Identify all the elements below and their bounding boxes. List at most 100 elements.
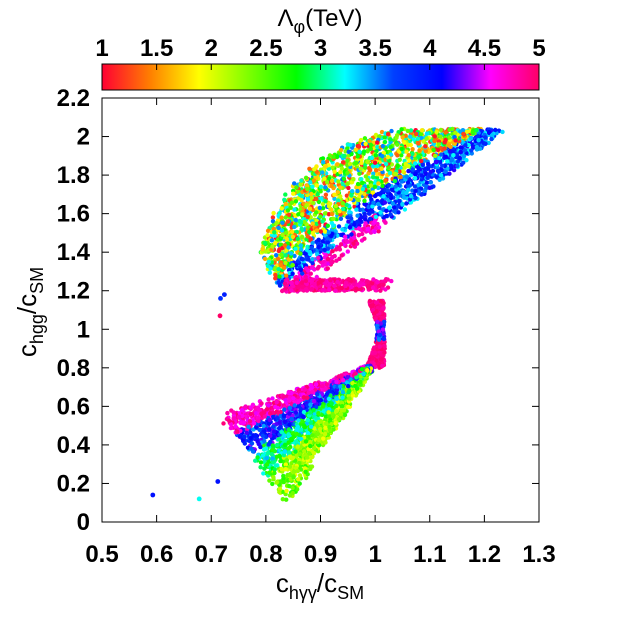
data-point (357, 185, 362, 190)
data-point (366, 211, 372, 216)
data-point (277, 283, 283, 288)
data-point (300, 284, 305, 290)
data-point (386, 165, 391, 170)
data-point (289, 288, 294, 293)
data-point (437, 155, 442, 161)
data-point (345, 158, 350, 164)
data-point (374, 168, 379, 173)
data-point (337, 247, 343, 252)
data-point (384, 208, 389, 213)
data-point (320, 239, 325, 244)
data-point (358, 137, 364, 143)
data-point (299, 178, 304, 183)
data-point (323, 199, 328, 204)
data-point (279, 215, 284, 220)
data-point (357, 171, 362, 176)
data-point (413, 172, 418, 177)
data-point (323, 164, 328, 169)
data-point (410, 151, 415, 157)
data-point (262, 466, 267, 471)
data-point (322, 247, 327, 253)
data-point (432, 134, 437, 139)
data-point (373, 300, 379, 305)
data-point (424, 136, 429, 141)
data-point (372, 219, 377, 224)
data-point (310, 184, 315, 189)
data-point (483, 135, 488, 140)
data-point (419, 128, 425, 133)
data-point (285, 219, 291, 224)
data-point (338, 185, 343, 190)
data-point (299, 427, 304, 432)
data-point (405, 128, 410, 134)
data-point (342, 153, 347, 159)
data-point (298, 220, 304, 225)
data-point (283, 230, 289, 235)
data-point (344, 202, 349, 207)
data-point (339, 400, 344, 405)
data-point (332, 196, 337, 201)
data-point (399, 127, 404, 132)
data-point (404, 190, 409, 196)
data-point (388, 152, 393, 157)
data-point (374, 149, 379, 154)
data-point (322, 211, 328, 216)
data-point (417, 167, 423, 172)
data-point (274, 221, 279, 226)
data-point (275, 256, 281, 262)
data-point (434, 160, 439, 165)
data-point (339, 166, 345, 171)
data-point (297, 473, 303, 478)
data-point (446, 143, 452, 148)
data-point (381, 194, 386, 199)
data-point (292, 181, 297, 186)
data-point (344, 193, 350, 198)
data-point (489, 132, 495, 138)
data-point (334, 409, 339, 414)
data-point (474, 128, 479, 133)
data-point (297, 481, 302, 486)
data-point (365, 177, 370, 183)
data-point (399, 153, 404, 158)
data-point (266, 403, 271, 408)
data-point (299, 280, 305, 285)
data-point (438, 134, 443, 139)
data-point (292, 253, 297, 259)
data-point (339, 285, 344, 291)
data-point (438, 127, 443, 133)
data-point (355, 213, 360, 218)
data-point (284, 248, 289, 253)
data-point (276, 225, 281, 231)
data-point (374, 309, 379, 314)
data-point (375, 279, 380, 285)
data-point (271, 475, 276, 480)
data-point (331, 223, 336, 228)
data-point (302, 251, 308, 256)
data-point (308, 271, 313, 276)
data-point (380, 154, 385, 159)
data-point (282, 243, 288, 248)
data-point (266, 259, 271, 265)
data-point (381, 150, 386, 155)
data-point (314, 210, 319, 215)
colorbar-title: Λφ(TeV) (277, 5, 362, 37)
data-point (310, 230, 316, 236)
data-point (389, 162, 395, 167)
data-point (474, 147, 480, 152)
data-point (332, 253, 337, 259)
data-point (273, 272, 278, 278)
data-point (287, 212, 292, 217)
data-point (334, 154, 340, 160)
data-point (451, 153, 456, 158)
data-point (362, 198, 367, 203)
data-point (272, 241, 278, 246)
data-point (359, 177, 364, 182)
data-point (293, 217, 298, 223)
data-point (360, 186, 366, 192)
data-point (388, 144, 393, 150)
data-point (329, 178, 335, 184)
data-point (402, 207, 408, 212)
data-point (271, 226, 276, 232)
data-point (300, 212, 305, 217)
